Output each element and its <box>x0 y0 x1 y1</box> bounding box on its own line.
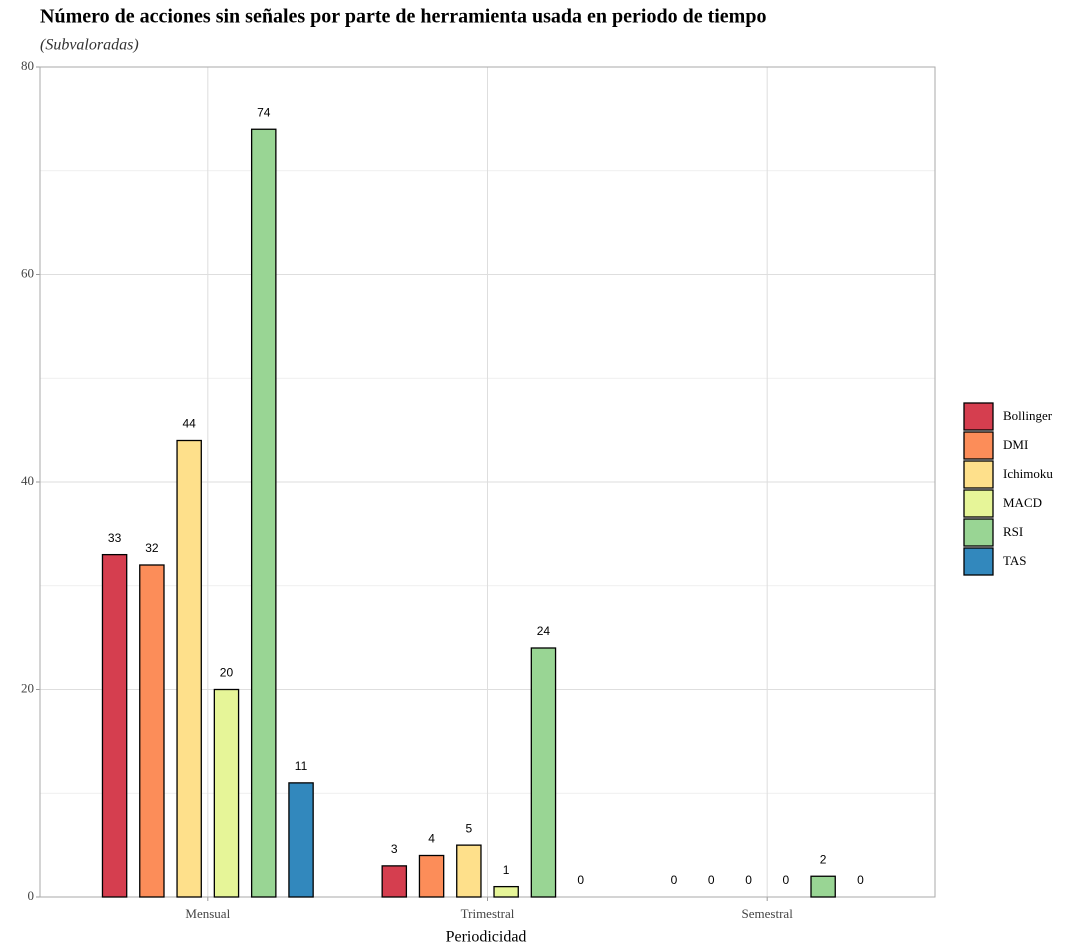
bar <box>493 885 519 898</box>
x-tick-label: Semestral <box>742 906 794 921</box>
y-tick-label: 40 <box>21 473 34 488</box>
legend-label: MACD <box>1003 495 1042 510</box>
bar <box>418 854 445 898</box>
data-label: 0 <box>708 873 715 887</box>
bar <box>288 782 314 898</box>
data-label: 74 <box>257 105 271 119</box>
y-tick-label: 20 <box>21 680 34 695</box>
data-label: 4 <box>428 832 435 846</box>
bar <box>101 553 128 898</box>
x-tick-label: Mensual <box>185 906 230 921</box>
data-label: 0 <box>671 873 678 887</box>
bar <box>530 647 557 898</box>
legend-key <box>963 431 994 460</box>
data-label: 44 <box>182 417 196 431</box>
bar <box>810 875 836 898</box>
data-label: 24 <box>537 624 551 638</box>
bar <box>213 688 240 898</box>
legend-key <box>963 547 994 576</box>
data-label: 0 <box>577 873 584 887</box>
legend-key <box>963 518 994 547</box>
chart-title: Número de acciones sin señales por parte… <box>40 6 766 28</box>
bar <box>250 128 277 898</box>
plot-border <box>39 66 936 898</box>
bar <box>381 865 408 898</box>
data-label: 20 <box>220 666 234 680</box>
legend-label: Bollinger <box>1003 408 1053 423</box>
legend-key <box>963 460 994 489</box>
data-label: 2 <box>820 852 827 866</box>
y-tick-label: 80 <box>21 58 34 73</box>
legend-label: Ichimoku <box>1003 466 1053 481</box>
legend-key <box>963 489 994 518</box>
data-label: 5 <box>466 821 473 835</box>
data-label: 32 <box>145 541 159 555</box>
y-tick-label: 0 <box>28 888 35 903</box>
y-tick-label: 60 <box>21 265 34 280</box>
data-label: 0 <box>745 873 752 887</box>
bar <box>456 844 482 898</box>
bar <box>139 564 165 898</box>
legend-label: TAS <box>1003 553 1027 568</box>
data-label: 3 <box>391 842 398 856</box>
data-label: 33 <box>108 531 122 545</box>
data-label: 1 <box>503 863 510 877</box>
data-label: 0 <box>857 873 864 887</box>
data-label: 0 <box>782 873 789 887</box>
legend-label: DMI <box>1003 437 1028 452</box>
x-tick-label: Trimestral <box>461 906 515 921</box>
chart-subtitle: (Subvaloradas) <box>40 37 139 54</box>
legend-label: RSI <box>1003 524 1023 539</box>
bar <box>176 439 202 898</box>
legend-key <box>963 402 994 431</box>
x-axis-label: Periodicidad <box>446 929 527 946</box>
data-label: 11 <box>295 759 308 773</box>
